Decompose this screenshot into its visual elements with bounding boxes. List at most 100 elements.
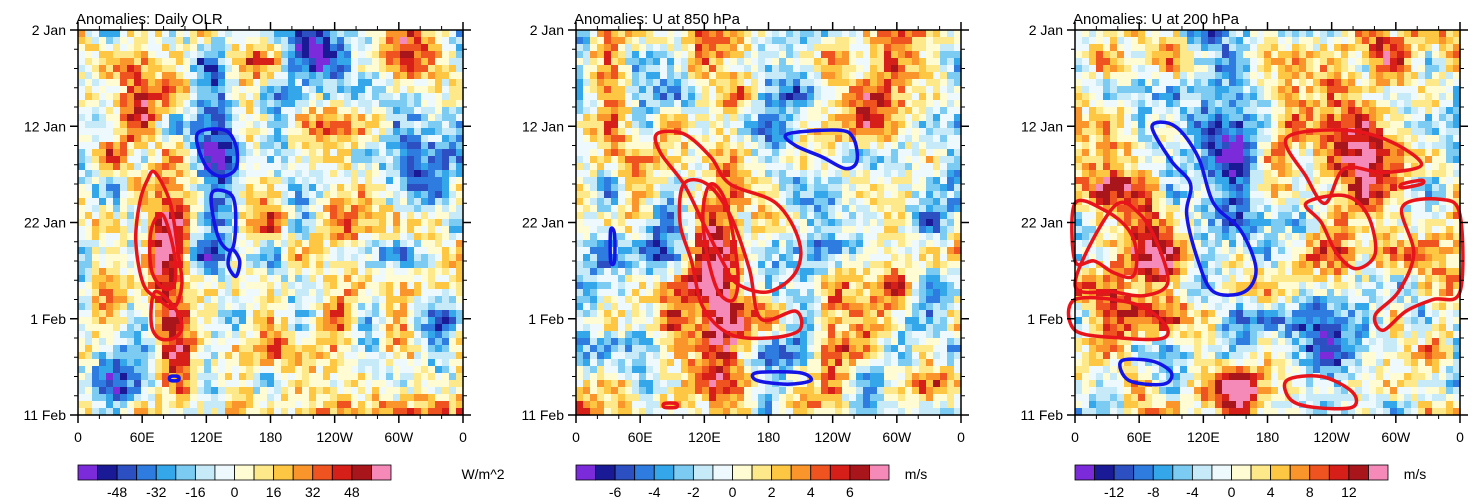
field-cell — [779, 226, 787, 234]
field-cell — [302, 317, 310, 325]
field-cell — [239, 359, 247, 367]
field-cell — [260, 254, 268, 262]
field-cell — [372, 303, 380, 311]
field-cell — [618, 100, 626, 108]
field-cell — [134, 289, 142, 297]
field-cell — [330, 282, 338, 290]
field-cell — [85, 296, 93, 304]
field-cell — [141, 114, 149, 122]
field-cell — [85, 72, 93, 80]
field-cell — [225, 163, 233, 171]
field-cell — [393, 114, 401, 122]
field-cell — [260, 51, 268, 59]
field-cell — [625, 170, 633, 178]
field-cell — [428, 275, 436, 283]
field-cell — [449, 100, 457, 108]
field-cell — [162, 317, 170, 325]
field-cell — [653, 100, 661, 108]
field-cell — [695, 65, 703, 73]
field-cell — [134, 100, 142, 108]
field-cell — [597, 128, 605, 136]
field-cell — [716, 233, 724, 241]
field-cell — [849, 51, 857, 59]
field-cell — [625, 135, 633, 143]
field-cell — [288, 247, 296, 255]
field-cell — [204, 100, 212, 108]
field-cell — [456, 100, 464, 108]
field-cell — [162, 247, 170, 255]
field-cell — [358, 254, 366, 262]
field-cell — [218, 184, 226, 192]
field-cell — [758, 219, 766, 227]
field-cell — [323, 30, 331, 38]
field-cell — [365, 387, 373, 395]
field-cell — [379, 275, 387, 283]
field-cell — [288, 37, 296, 45]
field-cell — [141, 37, 149, 45]
field-cell — [646, 156, 654, 164]
field-cell — [204, 30, 212, 38]
field-cell — [653, 44, 661, 52]
field-cell — [141, 163, 149, 171]
field-cell — [225, 72, 233, 80]
field-cell — [807, 219, 815, 227]
field-cell — [176, 282, 184, 290]
field-cell — [316, 30, 324, 38]
field-cell — [947, 184, 955, 192]
field-cell — [723, 226, 731, 234]
field-cell — [281, 303, 289, 311]
field-cell — [330, 170, 338, 178]
field-cell — [148, 212, 156, 220]
field-cell — [141, 240, 149, 248]
field-cell — [646, 177, 654, 185]
field-cell — [78, 233, 86, 241]
field-cell — [351, 170, 359, 178]
field-cell — [148, 121, 156, 129]
field-cell — [204, 170, 212, 178]
field-cell — [253, 107, 261, 115]
field-cell — [323, 268, 331, 276]
field-cell — [884, 191, 892, 199]
field-cell — [660, 177, 668, 185]
field-cell — [814, 37, 822, 45]
field-cell — [176, 303, 184, 311]
field-cell — [274, 191, 282, 199]
field-cell — [947, 226, 955, 234]
field-cell — [632, 212, 640, 220]
field-cell — [653, 226, 661, 234]
field-cell — [323, 317, 331, 325]
field-cell — [365, 254, 373, 262]
field-cell — [779, 170, 787, 178]
field-cell — [933, 128, 941, 136]
field-cell — [653, 198, 661, 206]
field-cell — [365, 408, 373, 416]
field-cell — [730, 107, 738, 115]
field-cell — [954, 100, 962, 108]
field-cell — [330, 289, 338, 297]
field-cell — [190, 401, 198, 409]
field-cell — [316, 37, 324, 45]
field-cell — [134, 184, 142, 192]
field-cell — [253, 198, 261, 206]
field-cell — [730, 254, 738, 262]
field-cell — [765, 121, 773, 129]
field-cell — [190, 198, 198, 206]
field-cell — [709, 30, 717, 38]
field-cell — [947, 121, 955, 129]
field-cell — [737, 219, 745, 227]
field-cell — [807, 226, 815, 234]
field-cell — [435, 149, 443, 157]
field-cell — [414, 394, 422, 402]
field-cell — [393, 198, 401, 206]
field-cell — [288, 226, 296, 234]
field-cell — [344, 359, 352, 367]
field-cell — [120, 135, 128, 143]
field-cell — [730, 135, 738, 143]
field-cell — [842, 93, 850, 101]
field-cell — [78, 317, 86, 325]
field-cell — [204, 275, 212, 283]
field-cell — [912, 65, 920, 73]
field-cell — [407, 37, 415, 45]
field-cell — [246, 338, 254, 346]
field-cell — [646, 135, 654, 143]
